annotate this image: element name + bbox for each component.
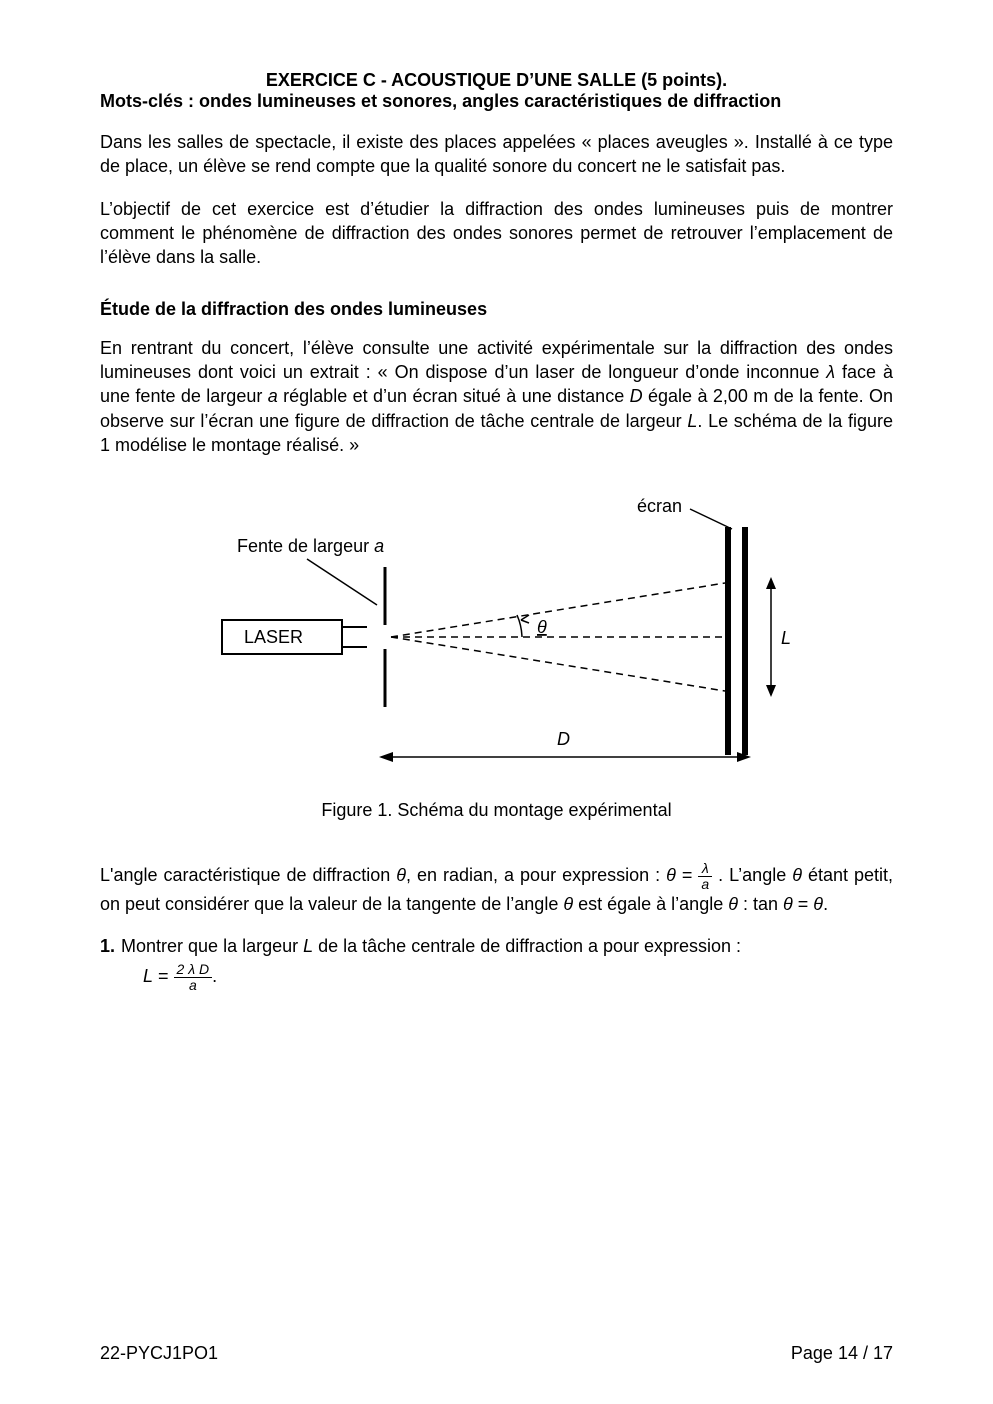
text: . [212,966,217,986]
symbol-a: a [268,386,278,406]
symbol-L: L [143,966,153,986]
symbol-L: L [687,411,697,431]
exercise-subtitle: Mots-clés : ondes lumineuses et sonores,… [100,91,893,112]
equals: = [676,865,699,885]
fraction-den: a [698,877,712,892]
text: réglable et d’un écran situé à une dista… [278,386,630,406]
fraction-num: λ [698,861,712,877]
paragraph-intro-1: Dans les salles de spectacle, il existe … [100,130,893,179]
text: En rentrant du concert, l’élève consulte… [100,338,893,382]
exercise-title: EXERCICE C - ACOUSTIQUE D’UNE SALLE (5 p… [100,70,893,91]
section-heading-1: Étude de la diffraction des ondes lumine… [100,297,893,321]
figure-1: écran Fente de largeur a LASER θ [100,477,893,792]
figure-svg: écran Fente de largeur a LASER θ [177,477,817,787]
symbol-theta: θ [792,865,802,885]
paragraph-study-setup: En rentrant du concert, l’élève consulte… [100,336,893,457]
fraction-2lD-over-a: 2 λ Da [174,962,213,992]
footer-page: Page 14 / 17 [791,1343,893,1364]
equals: = [153,966,174,986]
paragraph-intro-2: L’objectif de cet exercice est d’étudier… [100,197,893,270]
text: . L’angle [712,865,792,885]
question-number: 1. [100,934,115,958]
text: Montrer que la largeur [121,936,303,956]
question-1: 1. Montrer que la largeur L de la tâche … [100,934,893,993]
fraction-num: 2 λ D [174,962,213,978]
text: , en radian, a pour expression : [406,865,666,885]
text: est égale à l’angle [578,894,728,914]
figure-caption: Figure 1. Schéma du montage expérimental [100,800,893,821]
symbol-lambda: λ [826,362,835,382]
symbol-D: D [630,386,643,406]
label-laser: LASER [244,627,303,647]
equation-line: L = 2 λ Da. [143,962,893,992]
fraction-lambda-over-a: λa [698,861,712,891]
symbol-L: L [303,936,313,956]
symbol-theta: θ [728,894,738,914]
text: de la tâche centrale de diffraction a po… [313,936,741,956]
label-fente: Fente de largeur a [237,536,384,556]
symbol-theta: θ [396,865,406,885]
symbol-theta: θ [666,865,676,885]
text: : tan [738,894,783,914]
question-list: 1. Montrer que la largeur L de la tâche … [100,934,893,993]
fraction-den: a [174,978,213,993]
footer-code: 22-PYCJ1PO1 [100,1343,218,1364]
label-L: L [781,628,791,648]
text: . [823,894,828,914]
symbol-theta: θ [783,894,793,914]
label-ecran: écran [637,496,682,516]
paragraph-angle-expression: L'angle caractéristique de diffraction θ… [100,861,893,916]
symbol-theta: θ [813,894,823,914]
text: L'angle caractéristique de diffraction [100,865,396,885]
label-D: D [557,729,570,749]
symbol-theta: θ [563,894,578,914]
text: = [793,894,814,914]
page-footer: 22-PYCJ1PO1 Page 14 / 17 [100,1343,893,1364]
label-theta: θ [537,617,547,637]
question-body: Montrer que la largeur L de la tâche cen… [121,934,893,993]
